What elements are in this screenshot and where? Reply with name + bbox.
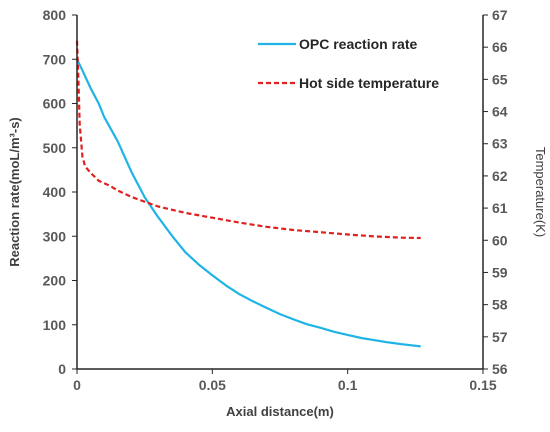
- y-tick-label: 0: [58, 361, 66, 377]
- y2-tick-label: 59: [492, 264, 508, 280]
- opc-reaction-rate-line: [76, 58, 421, 348]
- y2-tick-label: 62: [492, 168, 508, 184]
- y2-tick-label: 67: [492, 7, 508, 23]
- legend-label: Hot side temperature: [299, 75, 439, 91]
- x-tick-label: 0: [73, 377, 81, 393]
- y2-tick-label: 63: [492, 136, 508, 152]
- y2-tick-label: 66: [492, 39, 508, 55]
- y2-tick-label: 60: [492, 232, 508, 248]
- legend-label: OPC reaction rate: [299, 36, 417, 52]
- y-axis-title: Reaction rate(moL/m³-s): [7, 117, 22, 267]
- y2-axis-title: Temperature(K): [533, 147, 548, 237]
- y-tick-label: 400: [43, 184, 67, 200]
- y-tick-label: 600: [43, 96, 67, 112]
- y2-tick-label: 58: [492, 297, 508, 313]
- y2-tick-label: 65: [492, 71, 508, 87]
- x-axis-title: Axial distance(m): [226, 404, 334, 419]
- hot-side-temperature-line: [75, 40, 421, 240]
- x-tick-label: 0.05: [199, 377, 226, 393]
- y-tick-label: 100: [43, 317, 67, 333]
- y-tick-label: 700: [43, 51, 67, 67]
- x-tick-label: 0.1: [338, 377, 358, 393]
- y2-tick-label: 56: [492, 361, 508, 377]
- x-tick-label: 0.15: [469, 377, 496, 393]
- y-tick-label: 500: [43, 140, 67, 156]
- y-tick-label: 300: [43, 228, 67, 244]
- y-tick-label: 800: [43, 7, 67, 23]
- y2-tick-label: 64: [492, 104, 508, 120]
- y-tick-label: 200: [43, 273, 67, 289]
- y2-tick-label: 61: [492, 200, 508, 216]
- y2-tick-label: 57: [492, 329, 508, 345]
